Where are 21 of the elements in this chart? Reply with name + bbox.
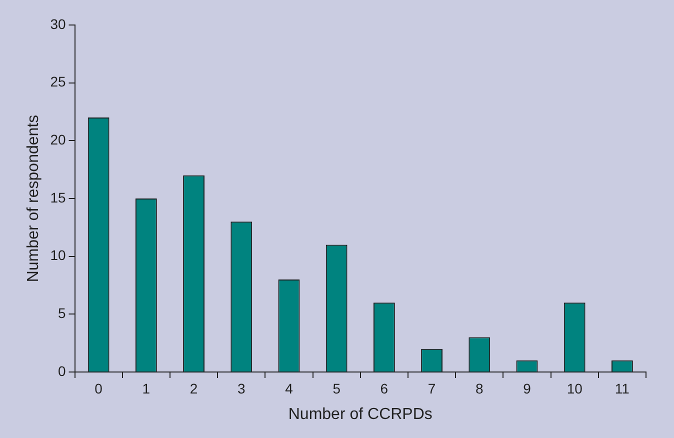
y-tick-label: 10 [50,247,66,264]
x-tick-label: 0 [94,380,103,396]
y-tick-label: 25 [50,74,66,90]
x-tick-label: 4 [285,380,294,396]
x-tick-label: 9 [523,380,532,396]
x-tick-label: 8 [475,380,484,396]
y-tick-label: 0 [58,362,66,379]
x-tick-label: 6 [380,380,388,396]
x-tick-label: 1 [142,380,150,396]
x-tick-label: 5 [332,380,341,396]
y-axis-title: Number of respondents [25,114,42,282]
x-tick-label: 11 [614,380,630,396]
x-tick-label: 7 [428,380,436,396]
y-tick-label: 20 [50,132,66,148]
x-tick-label: 3 [237,380,246,396]
x-tick-label: 2 [190,380,198,396]
x-axis-title: Number of CCRPDs [288,406,432,423]
y-tick-label: 15 [50,189,66,206]
y-tick-label: 30 [50,16,66,32]
x-tick-label: 10 [566,380,583,396]
y-tick-label: 5 [58,305,66,322]
